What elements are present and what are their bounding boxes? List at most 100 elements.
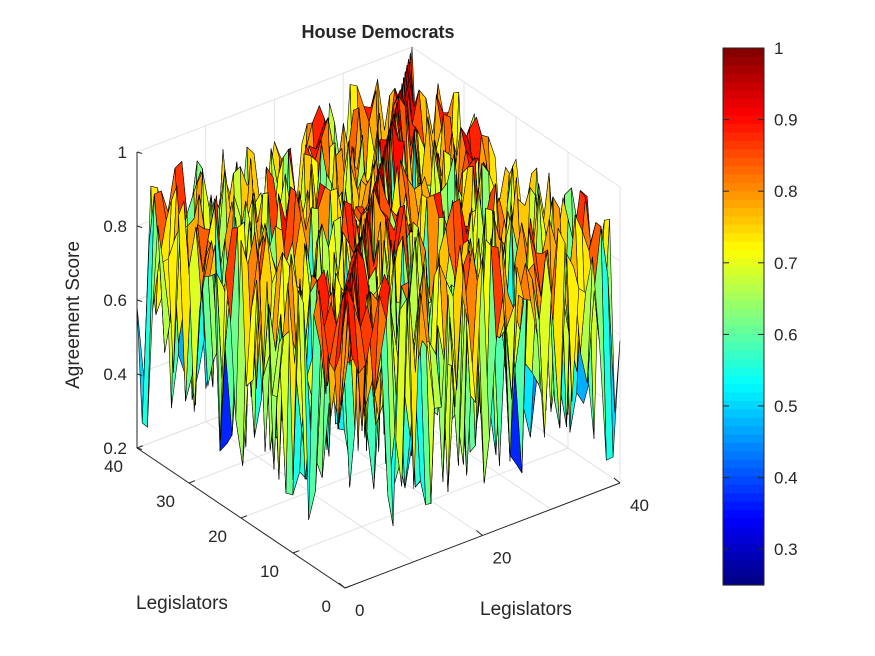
z-tick-label: 1 (118, 143, 127, 162)
colorbar-step (723, 173, 764, 183)
z-tick-labels: 0.2 0.4 0.6 0.8 1 (103, 143, 127, 458)
colorbar-step (723, 282, 764, 292)
x-axis-label: Legislators (480, 599, 572, 620)
colorbar-step (723, 165, 764, 175)
colorbar-step (723, 299, 764, 309)
y-tick-label: 30 (156, 492, 175, 511)
surface-plot (136, 46, 621, 527)
colorbar-step (723, 157, 764, 167)
colorbar-step (723, 64, 764, 74)
colorbar-step (723, 375, 764, 385)
colorbar-step (723, 433, 764, 443)
colorbar-step (723, 501, 764, 511)
colorbar-step (723, 274, 764, 284)
colorbar-step (723, 324, 764, 334)
x-tick-mark (476, 530, 483, 536)
colorbar-step (723, 182, 764, 192)
colorbar-step (723, 131, 764, 141)
surface-patch (339, 285, 353, 357)
z-tick-label: 0.6 (103, 291, 127, 310)
chart-title: House Democrats (301, 22, 454, 42)
y-tick-mark (344, 585, 352, 589)
colorbar-step (723, 492, 764, 502)
z-tick-label: 0.8 (103, 217, 127, 236)
y-tick-mark (292, 550, 300, 554)
colorbar-step (723, 89, 764, 99)
colorbar-step (723, 459, 764, 469)
colorbar-step (723, 48, 764, 57)
colorbar-step (723, 450, 764, 460)
colorbar-tick-label: 0.7 (774, 254, 798, 273)
colorbar-step (723, 257, 764, 267)
y-tick-labels: 0 10 20 30 40 (104, 457, 331, 616)
colorbar-tick-label: 1 (774, 39, 783, 58)
x-tick-mark (613, 477, 621, 484)
y-tick-label: 40 (104, 457, 123, 476)
colorbar-step (723, 543, 764, 553)
colorbar-step (723, 484, 764, 494)
colorbar-step (723, 224, 764, 234)
colorbar-step (723, 140, 764, 150)
colorbar-step (723, 291, 764, 301)
colorbar-tick-label: 0.4 (774, 469, 798, 488)
y-tick-label: 10 (260, 562, 279, 581)
z-tick-mark (136, 225, 143, 228)
colorbar-step (723, 350, 764, 360)
colorbar-step (723, 509, 764, 519)
colorbar-step (723, 316, 764, 326)
colorbar-step (723, 559, 764, 569)
colorbar-step (723, 207, 764, 217)
colorbar-tick-label: 0.3 (774, 540, 798, 559)
colorbar-step (723, 232, 764, 242)
colorbar-step (723, 383, 764, 393)
colorbar-tick-label: 0.9 (774, 111, 798, 130)
colorbar-step (723, 148, 764, 158)
colorbar-step (723, 517, 764, 527)
z-tick-label: 0.4 (103, 365, 127, 384)
colorbar-step (723, 568, 764, 578)
colorbar-step (723, 333, 764, 343)
colorbar-step (723, 534, 764, 544)
z-axis-label: Agreement Score (63, 241, 84, 389)
colorbar-step (723, 467, 764, 477)
y-tick-mark (188, 480, 196, 484)
colorbar-step (723, 73, 764, 83)
x-tick-label: 40 (630, 496, 649, 515)
z-tick-mark (136, 447, 143, 450)
x-tick-mark (338, 582, 346, 589)
colorbar-step (723, 408, 764, 418)
colorbar-step (723, 366, 764, 376)
y-tick-label: 20 (208, 527, 227, 546)
colorbar-step (723, 400, 764, 410)
colorbar-step (723, 106, 764, 116)
axes-lines (136, 151, 621, 589)
colorbar-step (723, 526, 764, 536)
colorbar-step (723, 266, 764, 276)
colorbar-step (723, 475, 764, 485)
colorbar-step (723, 551, 764, 561)
colorbar-step (723, 358, 764, 368)
x-tick-label: 20 (493, 549, 512, 568)
colorbar-step (723, 442, 764, 452)
z-tick-mark (136, 151, 143, 154)
y-tick-label: 0 (322, 597, 331, 616)
colorbar-step (723, 123, 764, 133)
colorbar-tick-label: 0.8 (774, 182, 798, 201)
colorbar-step (723, 240, 764, 250)
colorbar-step (723, 56, 764, 66)
colorbar-step (723, 98, 764, 108)
colorbar-step (723, 249, 764, 259)
colorbar-tick-labels: 0.3 0.4 0.5 0.6 0.7 0.8 0.9 1 (774, 39, 798, 559)
colorbar-tick-label: 0.5 (774, 397, 798, 416)
colorbar-step (723, 576, 764, 586)
colorbar-frame (722, 47, 765, 586)
y-tick-mark (240, 515, 248, 519)
z-tick-mark (136, 299, 143, 302)
colorbar (722, 47, 765, 586)
x-tick-label: 0 (355, 601, 364, 620)
z-tick-mark (136, 373, 143, 376)
colorbar-step (723, 215, 764, 225)
colorbar-step (723, 341, 764, 351)
y-tick-mark (136, 445, 144, 449)
